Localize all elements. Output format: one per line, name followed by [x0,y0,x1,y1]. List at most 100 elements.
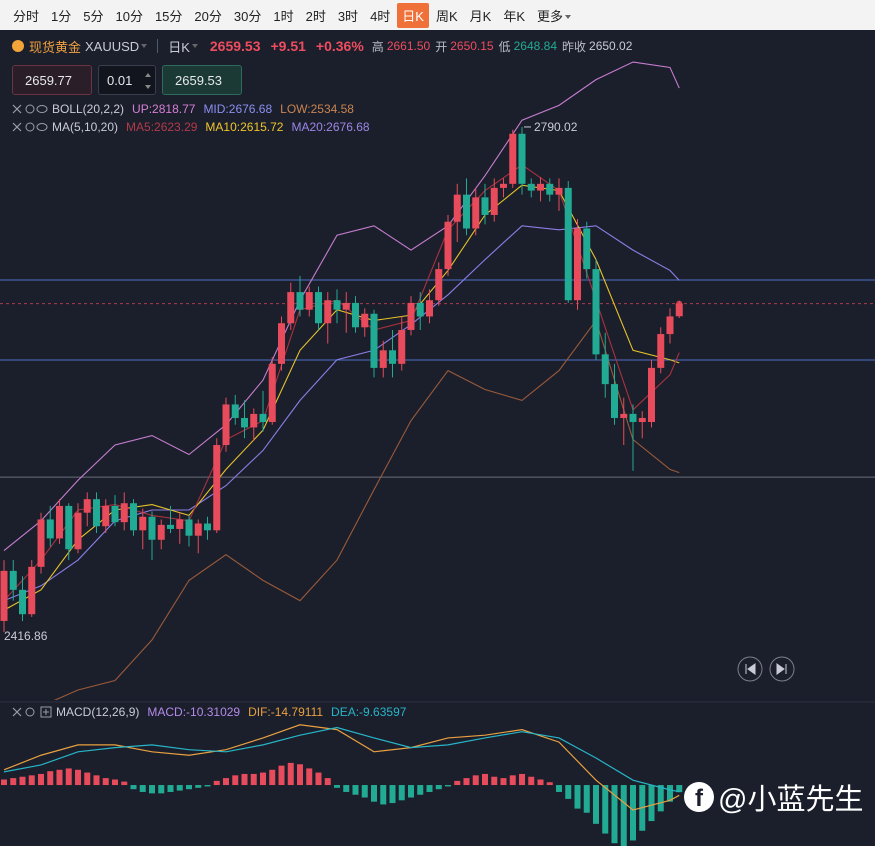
period-tab[interactable]: 1分 [51,8,72,24]
lot-input[interactable]: 0.01 [98,65,156,95]
eye-icon[interactable] [36,123,48,131]
indicator-value: MID:2676.68 [203,102,273,116]
settings-icon[interactable] [25,122,35,132]
candle-body [389,350,396,364]
settings-icon[interactable] [25,104,35,114]
legend-icons[interactable] [12,706,36,718]
candle-body [231,404,239,418]
max-price-label: 2790.02 [534,120,578,134]
watermark-text: @小蓝先生 [718,784,864,816]
candle-body [416,302,424,317]
symbol-code[interactable]: XAUUSD [85,38,140,54]
close-icon[interactable] [12,122,22,132]
indicator-name: MA(5,10,20) [52,120,119,134]
indicator-name: BOLL(20,2,2) [52,102,125,116]
indicator-line [3,61,680,552]
macd-bar [213,780,220,786]
macd-bar [435,785,442,790]
period-tab[interactable]: 日K [397,2,429,28]
change-pct: +0.36% [315,38,364,54]
next-icon [776,663,787,675]
macd-bar [204,785,211,787]
candle-body [592,269,600,355]
candle-body [93,499,100,527]
facebook-icon: f [684,782,714,812]
period-tab[interactable]: 1时 [273,8,294,24]
macd-bar [56,769,63,786]
macd-bar [324,778,331,786]
candle-body [130,503,137,531]
close-icon[interactable] [12,707,22,717]
macd-bar [472,775,479,786]
period-tab[interactable]: 30分 [233,8,262,24]
legend-icons[interactable] [12,103,48,115]
next-button[interactable] [769,656,795,682]
period-tab[interactable]: 更多 [532,3,576,28]
period-tab[interactable]: 5分 [83,8,104,24]
macd-bar [250,773,257,786]
period-tab[interactable]: 15分 [154,8,183,24]
prev-button[interactable] [737,656,763,682]
macd-panel [1,724,683,846]
macd-bar [593,785,599,824]
macd-bar [223,778,229,786]
caret [565,15,571,20]
macd-bar [380,785,387,805]
indicator-legend: MA(5,10,20) MA5:2623.29 MA10:2615.72 MA20:2… [12,120,378,134]
candle-body [333,300,341,310]
candle-body [657,334,665,368]
ask-box[interactable]: 2659.53 [162,65,242,95]
high-label: 高 [371,39,384,54]
candle-body [500,183,507,188]
macd-bar [454,780,461,786]
candle-body [46,519,54,539]
macd-bar [556,785,562,792]
period[interactable]: 日K [168,39,190,55]
candle-body [83,499,91,513]
period-tab[interactable]: 4时 [370,8,391,24]
order-row: 2659.77 0.01 2659.53 [12,65,242,95]
indicator-value: MA10:2615.72 [205,120,284,134]
period-tab[interactable]: 2时 [305,8,326,24]
period-tab[interactable]: 10分 [115,8,143,24]
legend-icons[interactable] [12,121,48,133]
macd-bar [47,771,54,786]
toggle-box [40,706,52,718]
candle-body [574,228,581,301]
period-tab[interactable]: 20分 [194,8,222,24]
period-tab[interactable]: 周K [435,8,458,24]
macd-toggle[interactable] [40,706,52,718]
macd-bar [611,785,618,844]
macd-bar [195,785,202,788]
period-tab[interactable]: 年K [503,8,525,24]
macd-name: MACD(12,26,9) [56,705,140,719]
macd-bar [565,785,572,799]
macd-bar [463,778,470,786]
candle-body [537,183,544,191]
macd-bar [186,785,192,790]
candle-body [28,566,36,615]
bid-box[interactable]: 2659.77 [12,65,92,95]
candle-body [370,313,378,368]
close-icon[interactable] [12,104,22,114]
nav-buttons [737,656,795,682]
period-tab[interactable]: 分时 [13,8,40,24]
symbol-name[interactable]: 现货黄金 [29,39,82,55]
candle-body [444,221,452,270]
period-tab[interactable]: 月K [469,8,492,24]
candle-body [213,445,221,531]
stepper[interactable] [144,69,152,93]
macd-bar [121,781,128,786]
candle-body [37,519,45,567]
period-tab[interactable]: 3时 [337,8,359,24]
candle-body [352,302,359,328]
period-toolbar: 分时 1分 5分 10分 15分 20分 30分 1时 2时 3时 4时 日K 周K 月K 年K 更多 [0,0,875,30]
candle-body [287,292,295,324]
macd-bar [278,765,285,786]
macd-bar [445,785,451,787]
eye-icon[interactable] [36,105,48,113]
macd-bar [139,785,146,792]
settings-icon[interactable] [25,707,35,717]
macd-bar [630,785,636,841]
macd-legend: MACD(12,26,9) MACD:-10.31029 DIF:-14.79111… [12,705,414,719]
